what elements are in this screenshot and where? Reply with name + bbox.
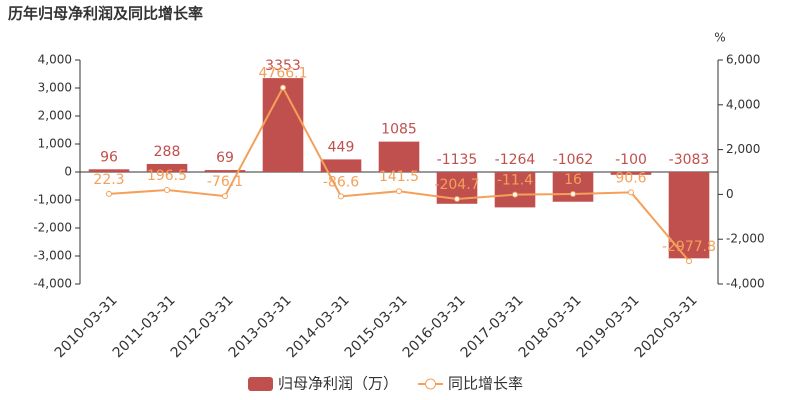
y2-tick-label: -4,000 — [726, 277, 765, 291]
line-label: 90.6 — [615, 170, 646, 186]
line-point — [628, 189, 634, 196]
line-point — [686, 258, 692, 265]
bar — [88, 169, 130, 172]
line-label: 22.3 — [93, 172, 124, 188]
bar — [262, 78, 304, 172]
line-label: -11.4 — [497, 173, 533, 189]
bar-label: -1264 — [495, 152, 536, 168]
bar-label: -1135 — [437, 152, 478, 168]
y-tick-label: -2,000 — [33, 221, 72, 235]
bar — [146, 163, 188, 172]
bar — [494, 172, 536, 208]
bar-label: 96 — [100, 149, 118, 165]
y-tick-label: -1,000 — [33, 193, 72, 207]
line-point — [454, 195, 460, 202]
legend-swatch — [248, 377, 273, 391]
line-label: 4766.1 — [259, 66, 308, 82]
line-label: -204.7 — [434, 177, 479, 193]
y2-tick-label: 6,000 — [726, 53, 760, 67]
legend-label: 同比增长率 — [448, 375, 523, 393]
bar-label: 449 — [328, 139, 355, 155]
bar-label: 69 — [216, 150, 234, 166]
bar — [610, 172, 652, 175]
bar — [204, 170, 246, 172]
line-point — [222, 193, 228, 200]
bar-label: -1062 — [553, 152, 594, 168]
y-tick-label: 1,000 — [38, 137, 72, 151]
bar-label: -3083 — [669, 152, 710, 168]
line-label: 16 — [564, 172, 582, 188]
y2-tick-label: 0 — [726, 187, 734, 201]
bar-label: 288 — [154, 144, 181, 160]
legend-swatch — [425, 378, 437, 390]
bar — [378, 141, 420, 172]
line-label: -86.6 — [323, 174, 359, 190]
y2-tick-label: 2,000 — [726, 142, 760, 156]
bar-label: -100 — [615, 152, 647, 168]
bar-label: 3353 — [265, 58, 301, 74]
line-point — [512, 191, 518, 198]
bar-label: 1085 — [381, 122, 417, 138]
y-tick-label: -4,000 — [33, 277, 72, 291]
y-tick-label: -3,000 — [33, 249, 72, 263]
line-label: 196.5 — [147, 168, 187, 184]
line-point — [396, 188, 402, 195]
line-point — [570, 191, 576, 198]
y2-tick-label: 4,000 — [726, 97, 760, 111]
line-point — [106, 190, 112, 197]
line-label: 141.5 — [379, 169, 419, 185]
y-tick-label: 4,000 — [38, 53, 72, 67]
y2-unit: % — [714, 31, 725, 45]
y-tick-label: 2,000 — [38, 109, 72, 123]
x-tick-label: 2020-03-31 — [632, 292, 701, 361]
line-point — [280, 84, 286, 91]
line-point — [164, 186, 170, 193]
line-label: -2977.8 — [662, 239, 716, 255]
bar — [320, 159, 362, 172]
y-tick-label: 0 — [64, 165, 72, 179]
y2-tick-label: -2,000 — [726, 232, 765, 246]
line-label: -76.1 — [207, 174, 243, 190]
legend-label: 归母净利润（万） — [278, 375, 398, 393]
y-tick-label: 3,000 — [38, 81, 72, 95]
chart-title: 历年归母净利润及同比增长率 — [8, 5, 203, 23]
line-point — [338, 193, 344, 200]
